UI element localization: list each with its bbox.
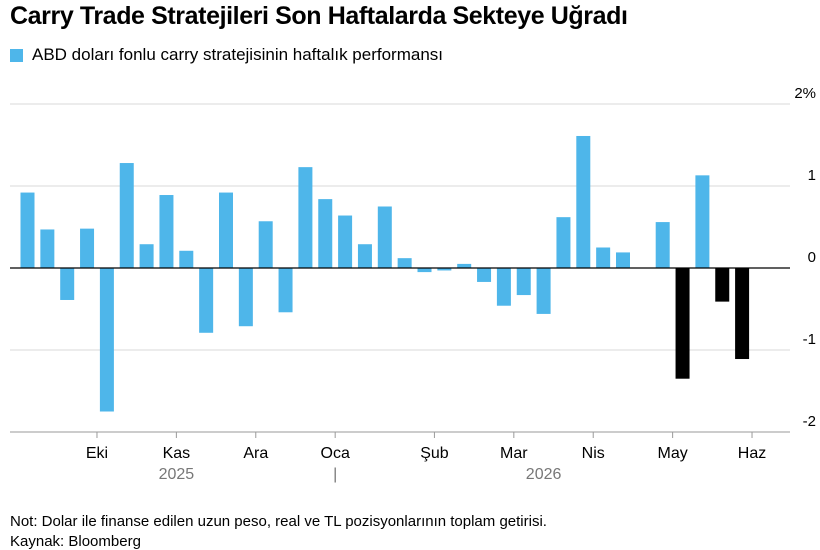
bar bbox=[238, 268, 253, 327]
bar bbox=[735, 268, 750, 360]
bar bbox=[477, 268, 492, 282]
chart-note: Not: Dolar ile finanse edilen uzun peso,… bbox=[10, 513, 547, 530]
bar bbox=[139, 244, 154, 268]
bar bbox=[576, 135, 591, 268]
bar bbox=[417, 268, 432, 273]
bars bbox=[20, 135, 750, 412]
y-tick-label: -2 bbox=[803, 413, 816, 430]
x-axis: Eki Kas Ara Oca Şub Mar Nis May Haz 2025 2026 | bbox=[10, 431, 790, 483]
x-tick-label: Mar bbox=[500, 445, 528, 462]
bar bbox=[516, 268, 531, 296]
bar bbox=[99, 268, 114, 412]
bar bbox=[457, 263, 472, 268]
bar bbox=[556, 217, 571, 268]
bar bbox=[80, 228, 95, 268]
x-tick-label: Oca bbox=[321, 445, 350, 462]
legend: ABD doları fonlu carry stratejisinin haf… bbox=[10, 45, 443, 65]
chart-source: Kaynak: Bloomberg bbox=[10, 533, 141, 550]
bar bbox=[159, 195, 174, 268]
y-tick-label: 0 bbox=[808, 249, 816, 266]
bar bbox=[377, 206, 392, 268]
x-tick-label: Nis bbox=[582, 445, 605, 462]
bar bbox=[40, 229, 55, 268]
bar bbox=[60, 268, 75, 300]
bar bbox=[695, 175, 710, 268]
bar bbox=[715, 268, 730, 302]
bar bbox=[278, 268, 293, 313]
bar bbox=[616, 252, 630, 268]
bar bbox=[596, 247, 611, 268]
y-tick-label: -1 bbox=[803, 331, 816, 348]
legend-swatch bbox=[10, 48, 23, 62]
bar bbox=[338, 215, 353, 268]
year-label: 2025 bbox=[159, 466, 195, 483]
y-tick-label: 2% bbox=[794, 85, 816, 102]
bar bbox=[298, 167, 313, 268]
bar bbox=[397, 258, 412, 268]
bar bbox=[536, 268, 551, 314]
x-tick-label: Şub bbox=[420, 445, 449, 462]
x-tick-label: May bbox=[658, 445, 688, 462]
bar bbox=[199, 268, 214, 333]
year-divider: | bbox=[333, 466, 337, 483]
x-tick-label: Ara bbox=[243, 445, 268, 462]
bar bbox=[179, 250, 194, 268]
x-tick-label: Kas bbox=[163, 445, 191, 462]
bar bbox=[219, 192, 233, 268]
y-tick-label: 1 bbox=[808, 167, 816, 184]
y-axis-labels: -2 -1 0 1 2% bbox=[794, 85, 816, 430]
chart-title: Carry Trade Stratejileri Son Haftalarda … bbox=[10, 2, 628, 30]
bar bbox=[655, 222, 670, 268]
legend-label: ABD doları fonlu carry stratejisinin haf… bbox=[32, 45, 444, 64]
bar bbox=[496, 268, 511, 306]
bar bbox=[318, 199, 333, 268]
bar bbox=[675, 268, 690, 379]
bar bbox=[258, 221, 273, 268]
bar bbox=[20, 192, 35, 268]
bar bbox=[357, 244, 372, 268]
x-tick-label: Haz bbox=[738, 445, 766, 462]
bar bbox=[119, 163, 134, 268]
year-label: 2026 bbox=[526, 466, 562, 483]
bar bbox=[437, 268, 452, 271]
x-tick-label: Eki bbox=[86, 445, 108, 462]
